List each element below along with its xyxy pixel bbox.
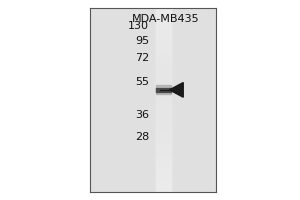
- Text: 36: 36: [135, 110, 149, 120]
- Text: 72: 72: [135, 53, 149, 63]
- Text: 28: 28: [135, 132, 149, 142]
- Text: 130: 130: [128, 21, 149, 31]
- Text: 55: 55: [135, 77, 149, 87]
- Text: 95: 95: [135, 36, 149, 46]
- Bar: [155, 8, 171, 192]
- Polygon shape: [169, 83, 183, 97]
- Text: MDA-MB435: MDA-MB435: [132, 14, 200, 24]
